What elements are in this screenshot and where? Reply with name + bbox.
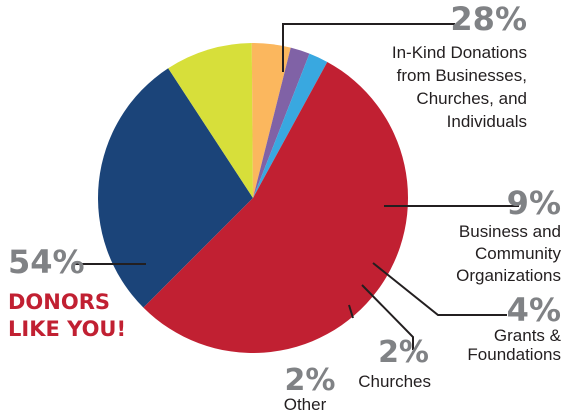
grants-label-line-1: Grants & [494, 326, 562, 345]
donors-label-line-2: LIKE YOU! [8, 317, 126, 341]
churches-percent-label: 2% [378, 335, 429, 370]
inkind-percent-label: 28% [450, 0, 527, 38]
business-label-line-2: Community [475, 244, 561, 263]
business-percent-label: 9% [507, 184, 561, 222]
leader-line-inkind [282, 23, 455, 72]
pie-slice-churches [253, 47, 310, 198]
pie-slice-business [168, 43, 253, 198]
leader-line-churches [361, 284, 414, 350]
inkind-label-line-2: from Businesses, [397, 66, 527, 85]
leader-line-grants [372, 262, 507, 316]
pie-slice-grants [251, 42, 291, 199]
leader-line-other [348, 304, 354, 319]
leader-lines [74, 23, 519, 350]
pie-slice-inkind [97, 68, 253, 308]
other-label: Other [284, 395, 327, 414]
pie-slice-donors [143, 61, 409, 354]
inkind-label-line-1: In-Kind Donations [392, 43, 527, 62]
other-percent-label: 2% [285, 363, 336, 398]
donors-percent-label: 54% [8, 243, 85, 281]
grants-label-line-2: Foundations [467, 345, 561, 364]
business-label-line-3: Organizations [456, 266, 561, 285]
grants-percent-label: 4% [507, 291, 561, 329]
pie-slices [97, 42, 409, 354]
donors-label-line-1: DONORS [8, 290, 110, 314]
inkind-label-line-4: Individuals [447, 112, 527, 131]
business-label-line-1: Business and [459, 222, 561, 241]
churches-label: Churches [358, 372, 431, 391]
pie-slice-other [253, 53, 328, 199]
inkind-label-line-3: Churches, and [416, 89, 527, 108]
